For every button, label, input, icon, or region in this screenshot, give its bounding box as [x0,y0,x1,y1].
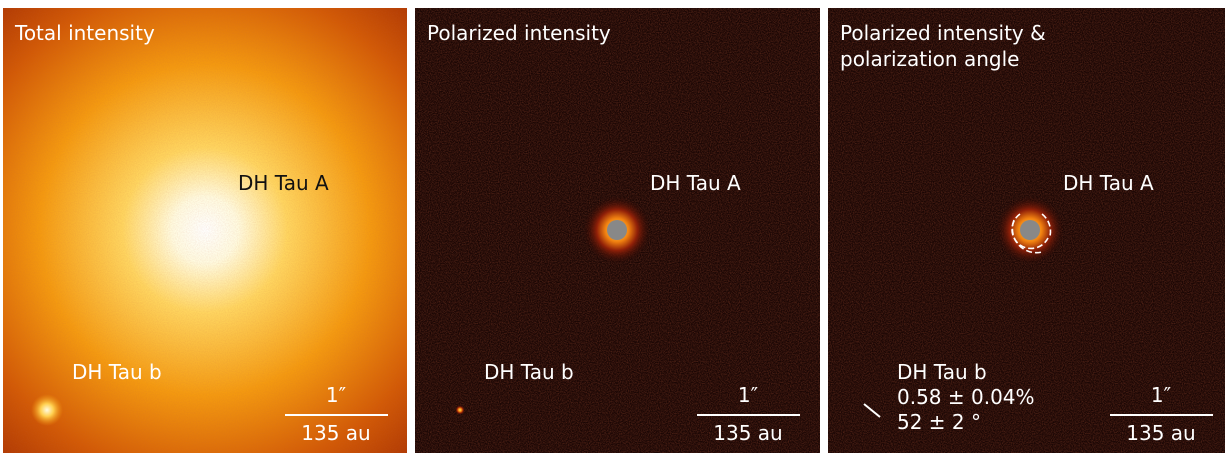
star-label: DH Tau A [1063,171,1154,195]
panel-total: Total intensity DH Tau A DH Tau b 1″ 135… [3,8,407,453]
companion [455,405,465,415]
polarization-angle: 52 ± 2 ° [897,410,981,434]
companion [31,394,63,426]
companion-label: DH Tau b [484,360,574,384]
title: Polarized intensity [427,21,611,45]
scale-top: 1″ [326,383,346,407]
polarization-degree: 0.58 ± 0.04% [897,385,1035,409]
page: {"panels": [ {"title": ["Total intensity… [0,0,1229,453]
scale-bottom: 135 au [713,421,782,445]
companion-label: DH Tau b [72,360,162,384]
mask [607,220,627,240]
star-label: DH Tau A [238,171,329,195]
figure: Total intensity DH Tau A DH Tau b 1″ 135… [0,0,1229,453]
panel-angle: Polarized intensity & polarization angle… [828,8,1225,453]
scale-top: 1″ [1151,383,1171,407]
scale-bottom: 135 au [301,421,370,445]
title: Total intensity [14,21,155,45]
mask [1020,220,1040,240]
scale-top: 1″ [738,383,758,407]
star-label: DH Tau A [650,171,741,195]
noise [3,8,407,453]
panel-polarized: Polarized intensity DH Tau A DH Tau b 1″… [415,8,820,453]
title: polarization angle [840,47,1019,71]
companion-label: DH Tau b [897,360,987,384]
scale-bottom: 135 au [1126,421,1195,445]
title: Polarized intensity & [840,21,1046,45]
